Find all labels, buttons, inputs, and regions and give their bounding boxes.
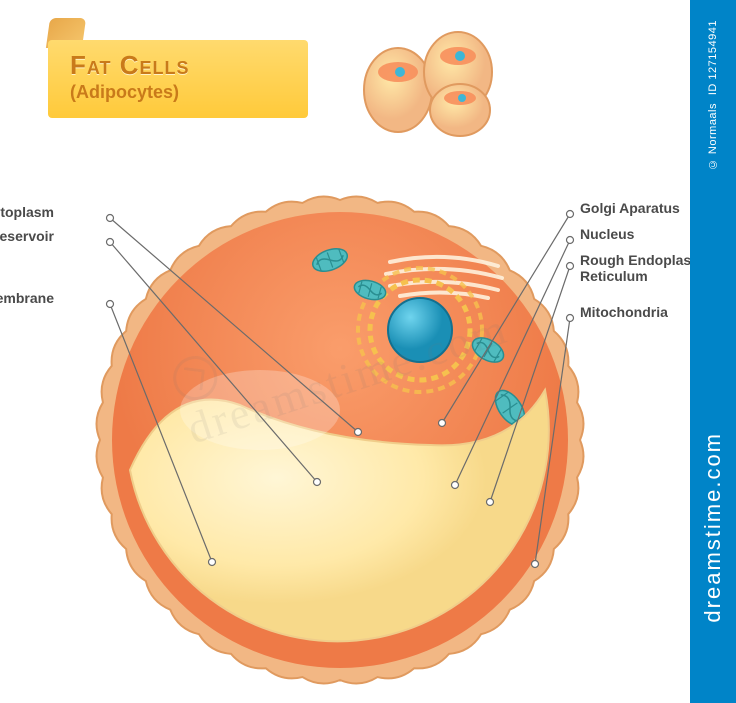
image-id: ID 127154941 [707, 20, 719, 95]
diagram-canvas: Fat Cells (Adipocytes) [0, 0, 690, 703]
image-author: © Normaals [707, 103, 719, 170]
brand-name: dreamstime.com [700, 432, 726, 623]
label-golgi-aparatus: Golgi Aparatus [580, 200, 680, 216]
title-main: Fat Cells [70, 50, 190, 81]
label-cell-membrane: Cell Membrane [0, 290, 54, 306]
fat-highlight [180, 370, 340, 450]
label-mitochondria: Mitochondria [580, 304, 668, 320]
title-subtitle: (Adipocytes) [70, 82, 179, 103]
label-fat-reservoir: Fat Reservoir [0, 228, 54, 244]
stock-sidebar: ID 127154941 © Normaals dreamstime.com [690, 0, 736, 703]
nucleus [388, 298, 452, 362]
label-nucleus: Nucleus [580, 226, 634, 242]
cell-diagram [90, 190, 590, 690]
label-cytoplasm: Cytoplasm [0, 204, 54, 220]
thumbnail-cells [350, 28, 510, 138]
